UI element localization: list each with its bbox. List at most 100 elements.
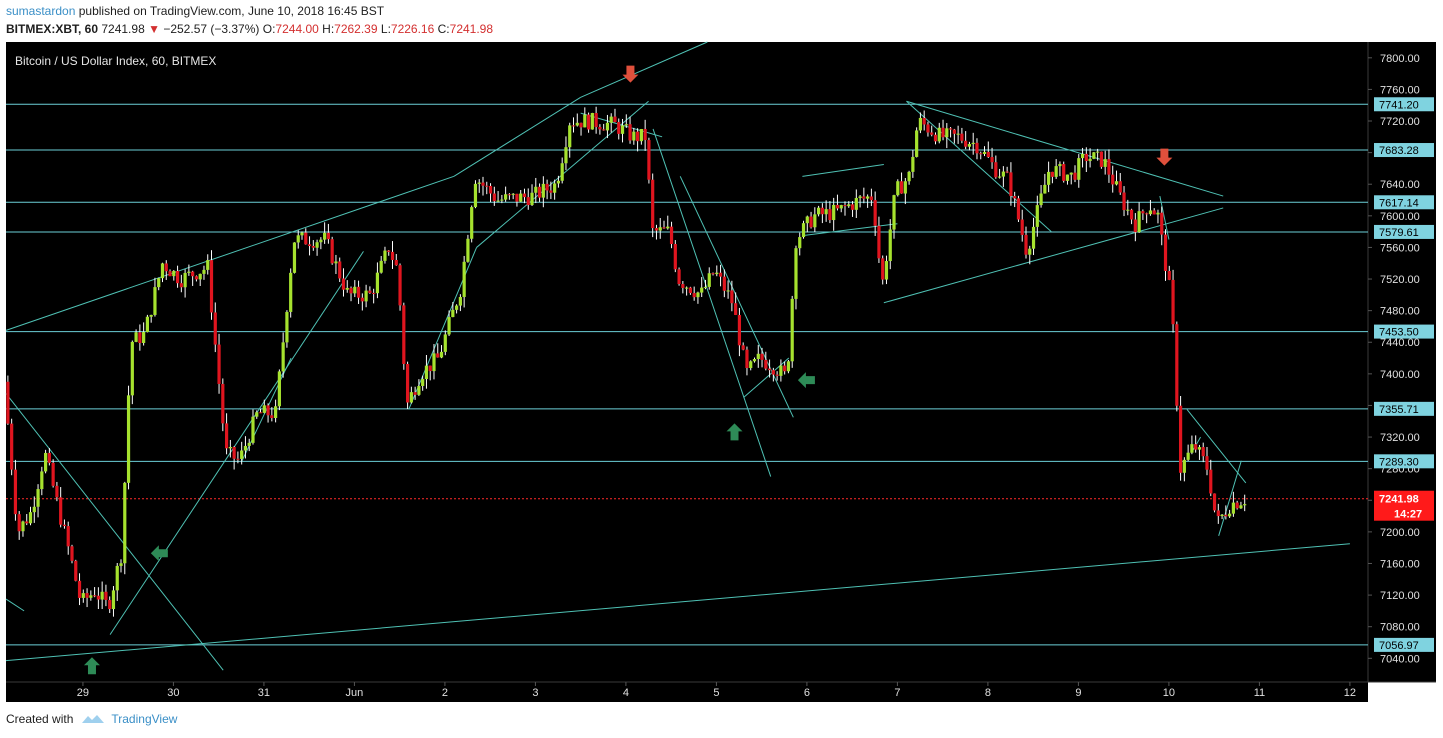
candle-body — [394, 259, 398, 266]
candle-body — [1220, 514, 1224, 517]
time-tick-label: 4 — [623, 687, 629, 699]
candle-body — [307, 244, 312, 247]
candle-body — [639, 128, 643, 142]
candle-body — [356, 286, 361, 298]
candle-body — [191, 271, 195, 277]
candle-body — [183, 272, 187, 288]
candle-body — [632, 131, 636, 141]
candle-body — [292, 242, 297, 273]
candle-body — [175, 270, 180, 284]
candle-body — [677, 269, 681, 285]
candle-body — [402, 305, 406, 365]
candle-body — [794, 248, 798, 299]
candle-body — [579, 122, 583, 128]
candle-body — [206, 260, 210, 270]
tradingview-link[interactable]: TradingView — [111, 712, 178, 726]
candle-body — [1209, 469, 1213, 494]
candle-body — [666, 226, 670, 229]
candle-body — [583, 114, 587, 128]
candle-body — [323, 232, 327, 240]
left-arrow-icon — [150, 545, 168, 562]
plot-area[interactable] — [6, 42, 1368, 702]
candle-body — [979, 153, 983, 155]
candle-body — [662, 227, 666, 229]
time-tick-label: 6 — [804, 687, 810, 699]
candle-body — [1111, 174, 1115, 185]
candle-body — [1062, 164, 1066, 181]
candle-body — [564, 147, 568, 164]
candle-body — [952, 129, 956, 134]
candle-body — [413, 392, 417, 395]
candle-body — [990, 157, 994, 163]
candle-body — [1009, 172, 1013, 197]
candle-body — [1148, 210, 1153, 215]
low-label: L: — [380, 22, 391, 36]
candle-body — [854, 197, 858, 210]
candle-body — [1137, 211, 1141, 233]
candle-body — [428, 365, 432, 372]
candle-body — [1069, 172, 1073, 175]
candle-body — [1175, 324, 1179, 406]
candle-body — [937, 127, 941, 142]
price-axis[interactable] — [1368, 42, 1436, 682]
candle-body — [1103, 159, 1107, 167]
candle-body — [590, 113, 594, 130]
candle-body — [341, 278, 346, 290]
candle-body — [545, 183, 549, 191]
trendline — [109, 251, 364, 635]
candle-body — [1084, 153, 1088, 162]
candle-body — [1016, 198, 1021, 220]
candle-body — [828, 209, 832, 221]
author-link[interactable]: sumastardon — [6, 4, 76, 18]
candle-body — [775, 374, 779, 376]
candle-body — [104, 591, 108, 601]
candle-body — [617, 122, 621, 134]
close-value: 7241.98 — [449, 22, 494, 36]
candle-body — [157, 278, 161, 288]
level-badge-label: 7056.97 — [1379, 640, 1419, 652]
price-tick-label: 7200.00 — [1380, 527, 1420, 539]
candle-body — [869, 196, 873, 201]
candle-body — [326, 232, 331, 240]
candle-body — [756, 353, 760, 359]
candle-body — [258, 412, 263, 414]
candle-body — [447, 317, 451, 335]
candle-body — [907, 171, 911, 182]
candle-body — [243, 445, 248, 451]
level-badge-label: 7453.50 — [1379, 327, 1419, 339]
symbol-label: BITMEX:XBT, 60 — [6, 22, 99, 36]
candle-body — [496, 200, 500, 202]
candle-body — [304, 232, 308, 245]
candle-body — [194, 276, 199, 280]
candle-body — [36, 489, 40, 507]
candle-body — [277, 371, 281, 407]
created-with-label: Created with — [6, 712, 74, 726]
candle-body — [311, 246, 315, 248]
candle-body — [66, 526, 70, 547]
candle-body — [6, 381, 10, 424]
candle-body — [760, 353, 764, 360]
candle-body — [1073, 172, 1077, 180]
time-tick-label: 11 — [1254, 687, 1265, 699]
candle-body — [1043, 184, 1047, 194]
candle-body — [134, 332, 138, 342]
candle-body — [1235, 502, 1239, 509]
candle-body — [1171, 279, 1175, 325]
candle-body — [300, 232, 304, 236]
candle-body — [703, 286, 708, 288]
candle-body — [537, 186, 542, 198]
candle-body — [994, 162, 998, 178]
candles — [6, 106, 1247, 617]
candle-body — [598, 126, 602, 130]
candle-body — [1013, 196, 1017, 199]
trendline — [906, 100, 1224, 197]
price-tick-label: 7400.00 — [1380, 369, 1420, 381]
trendline — [580, 41, 708, 98]
trendline — [906, 100, 1052, 233]
candle-body — [62, 524, 67, 527]
candle-body — [620, 125, 625, 134]
candle-body — [1080, 153, 1085, 159]
open-label: O: — [262, 22, 276, 36]
candle-body — [17, 514, 21, 532]
